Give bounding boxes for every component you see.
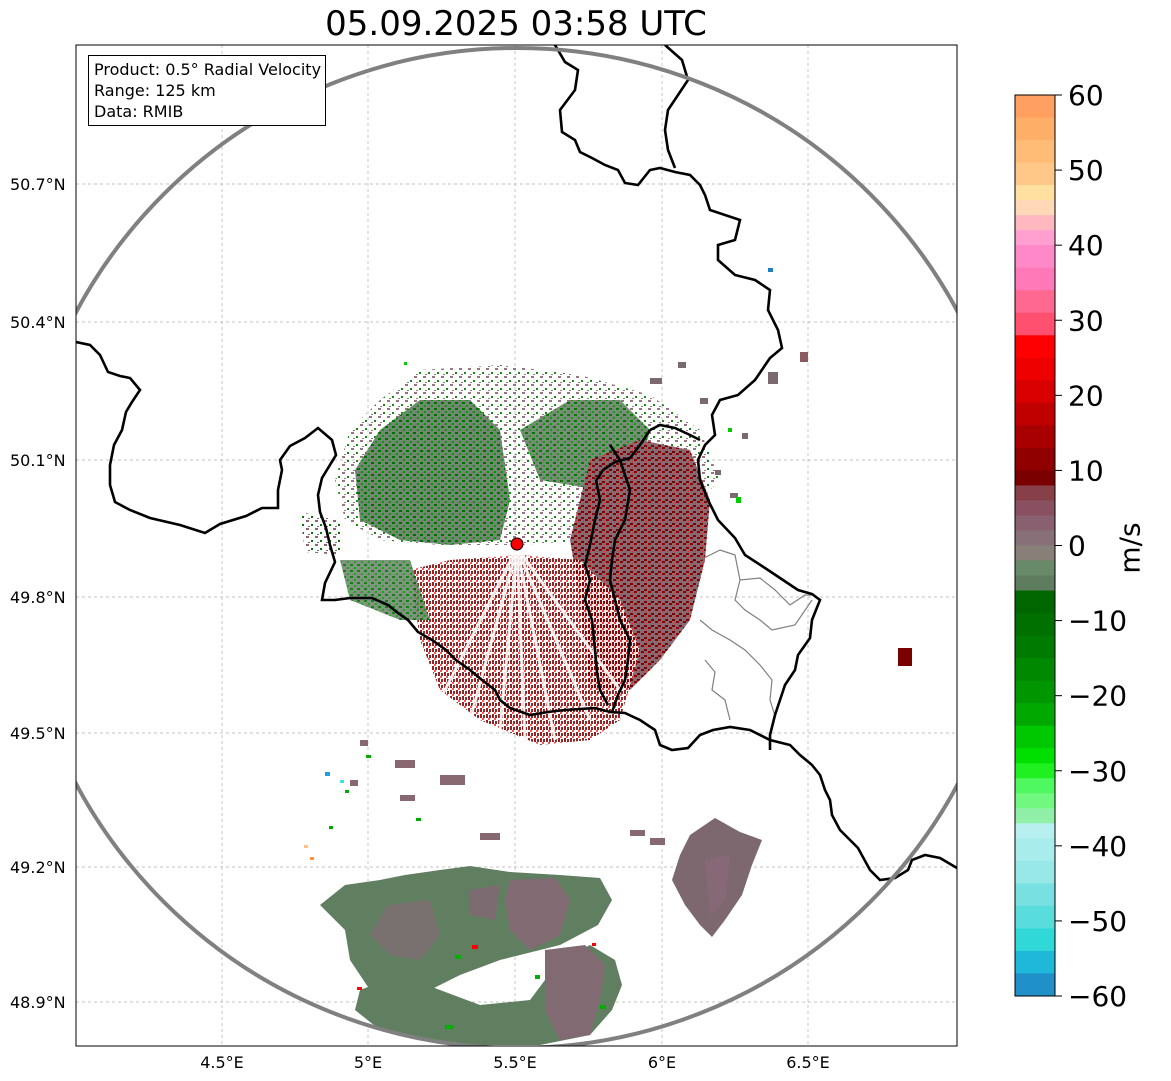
colorbar-band (1015, 680, 1055, 704)
radar-echoes (300, 268, 912, 1045)
colorbar-tick-label: 0 (1068, 530, 1086, 563)
colorbar-band (1015, 230, 1055, 246)
colorbar-band (1015, 703, 1055, 727)
colorbar-tick-label: −20 (1068, 680, 1127, 713)
colorbar-tick-label: 10 (1068, 454, 1104, 487)
colorbar-band (1015, 590, 1055, 614)
colorbar-band (1015, 973, 1055, 997)
colorbar-tick-label: −10 (1068, 605, 1127, 638)
colorbar-band (1015, 500, 1055, 516)
colorbar-band (1015, 778, 1055, 794)
colorbar-band (1015, 763, 1055, 779)
colorbar-band (1015, 560, 1055, 577)
lat-label: 49.5°N (10, 724, 66, 743)
colorbar-band (1015, 335, 1055, 359)
colorbar-band (1015, 470, 1055, 486)
colorbar-band (1015, 117, 1055, 141)
colorbar-tick-label: 50 (1068, 154, 1104, 187)
colorbar-band (1015, 928, 1055, 952)
range-ring (76, 46, 957, 1046)
colorbar-band (1015, 140, 1055, 164)
colorbar-band (1015, 185, 1055, 201)
colorbar-tick-label: −40 (1068, 830, 1127, 863)
colorbar-band (1015, 748, 1055, 764)
colorbar-band (1015, 447, 1055, 471)
colorbar-band (1015, 380, 1055, 404)
colorbar-band (1015, 793, 1055, 809)
colorbar-band (1015, 402, 1055, 426)
admin-borders (699, 549, 813, 721)
colorbar-band (1015, 290, 1055, 314)
product-info-box: Product: 0.5° Radial Velocity Range: 125… (88, 55, 327, 126)
colorbar-band (1015, 808, 1055, 824)
colorbar-tick-label: 20 (1068, 379, 1104, 412)
colorbar-band (1015, 95, 1055, 119)
lat-label: 50.1°N (10, 451, 66, 470)
colorbar-tick-label: 30 (1068, 304, 1104, 337)
lat-label: 50.4°N (10, 313, 66, 332)
colorbar-tick-label: −60 (1068, 980, 1127, 1013)
product-label: Product: 0.5° Radial Velocity (94, 60, 322, 79)
colorbar-band (1015, 635, 1055, 659)
colorbar-tick-label: 40 (1068, 229, 1104, 262)
colorbar-band (1015, 545, 1055, 562)
colorbar: 60 50 40 30 20 10 0 −10 −20 −30 −40 −50 −60 (1014, 79, 1127, 1013)
lon-label: 4.5°E (200, 1053, 244, 1072)
colorbar-band (1015, 575, 1055, 592)
colorbar-band (1015, 860, 1055, 884)
colorbar-tick-label: 60 (1068, 79, 1104, 112)
map-title: 05.09.2025 03:58 UTC (325, 4, 707, 44)
colorbar-band (1015, 312, 1055, 336)
lon-label: 6°E (648, 1053, 676, 1072)
colorbar-band (1015, 485, 1055, 501)
colorbar-band (1015, 530, 1055, 546)
lat-label: 49.8°N (10, 588, 66, 607)
colorbar-tick-label: −50 (1068, 905, 1127, 938)
colorbar-band (1015, 823, 1055, 839)
lat-label: 50.7°N (10, 175, 66, 194)
colorbar-band (1015, 613, 1055, 637)
lon-label: 6.5°E (786, 1053, 830, 1072)
colorbar-unit: m/s (1113, 522, 1147, 574)
lon-labels: 4.5°E 5°E 5.5°E 6°E 6.5°E (200, 1053, 830, 1072)
lat-labels: 50.7°N 50.4°N 50.1°N 49.8°N 49.5°N 49.2°… (10, 175, 66, 1012)
radar-site-marker[interactable] (510, 537, 524, 551)
colorbar-band (1015, 215, 1055, 231)
colorbar-band (1015, 658, 1055, 682)
colorbar-band (1015, 267, 1055, 291)
colorbar-band (1015, 950, 1055, 974)
colorbar-band (1015, 162, 1055, 186)
lon-label: 5°E (354, 1053, 382, 1072)
colorbar-band (1015, 200, 1055, 216)
colorbar-band (1015, 515, 1055, 531)
colorbar-band (1015, 883, 1055, 907)
colorbar-band (1015, 245, 1055, 269)
colorbar-band (1015, 425, 1055, 449)
range-label: Range: 125 km (94, 81, 216, 100)
colorbar-band (1015, 357, 1055, 381)
colorbar-tick-label: −30 (1068, 755, 1127, 788)
map-frame (75, 44, 958, 1047)
lon-label: 5.5°E (493, 1053, 537, 1072)
lat-label: 48.9°N (10, 993, 66, 1012)
national-borders (76, 45, 957, 882)
data-source-label: Data: RMIB (94, 102, 184, 121)
colorbar-band (1015, 905, 1055, 929)
colorbar-band (1015, 838, 1055, 862)
colorbar-band (1015, 725, 1055, 749)
lat-label: 49.2°N (10, 858, 66, 877)
